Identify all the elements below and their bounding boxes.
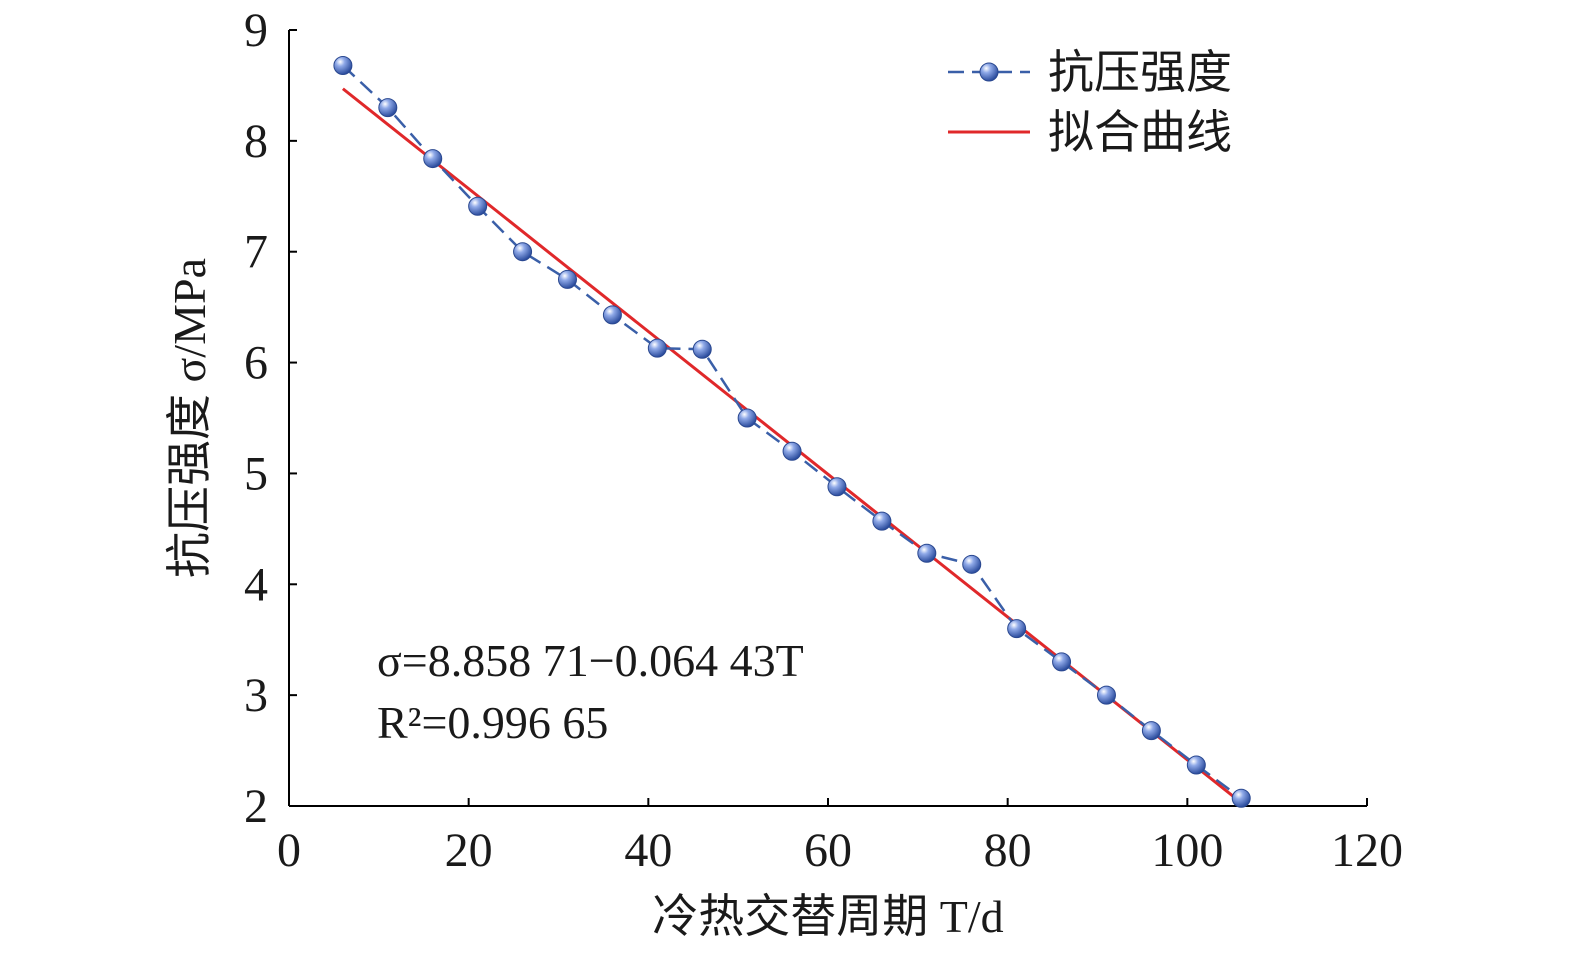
axes: 0 20 40 60 80 100 120 2 3 4 5 6 7 8 9 冷热交替周期 T/d 抗压强度 σ/… — [164, 4, 1403, 942]
y-tick-label: 4 — [244, 558, 268, 611]
data-point — [872, 511, 892, 531]
x-tick-label: 0 — [277, 824, 301, 877]
data-point — [1141, 721, 1161, 741]
data-point — [1007, 619, 1027, 639]
data-point — [423, 149, 443, 169]
data-point — [468, 196, 488, 216]
y-tick-label: 6 — [244, 337, 268, 390]
x-tick-label: 20 — [445, 824, 493, 877]
annotations: σ=8.858 71−0.064 43T R²=0.996 65 — [377, 635, 804, 748]
data-point — [1052, 652, 1072, 672]
legend-label: 拟合曲线 — [1048, 107, 1232, 158]
y-tick-label: 5 — [244, 447, 268, 500]
data-point — [333, 55, 353, 75]
series-layer — [333, 55, 1251, 808]
x-tick-label: 100 — [1151, 824, 1223, 877]
y-axis-title: 抗压强度 σ/MPa — [164, 258, 215, 578]
y-tick-label: 3 — [244, 669, 268, 722]
data-point — [827, 477, 847, 497]
data-point — [1231, 788, 1251, 808]
fit-equation: σ=8.858 71−0.064 43T — [377, 635, 804, 686]
x-tick-label: 40 — [624, 824, 672, 877]
y-tick-label: 7 — [244, 226, 268, 279]
data-point — [917, 543, 937, 563]
y-tick-label: 8 — [244, 115, 268, 168]
y-tick-label: 2 — [244, 780, 268, 833]
data-point — [737, 408, 757, 428]
data-point — [1096, 685, 1116, 705]
r-squared-label: R²=0.996 65 — [377, 697, 608, 748]
legend-swatch-marker — [979, 62, 999, 82]
data-point — [513, 242, 533, 262]
x-tick-label: 60 — [804, 824, 852, 877]
data-point — [782, 441, 802, 461]
legend-label: 抗压强度 — [1048, 47, 1232, 98]
data-point — [378, 98, 398, 118]
data-point — [647, 338, 667, 358]
data-point — [692, 339, 712, 359]
data-point — [602, 305, 622, 325]
x-tick-label: 120 — [1331, 824, 1403, 877]
data-point — [1186, 755, 1206, 775]
x-axis-title: 冷热交替周期 T/d — [652, 891, 1003, 942]
x-tick-label: 80 — [984, 824, 1032, 877]
data-point — [962, 554, 982, 574]
y-tick-label: 9 — [244, 4, 268, 57]
data-point — [557, 269, 577, 289]
